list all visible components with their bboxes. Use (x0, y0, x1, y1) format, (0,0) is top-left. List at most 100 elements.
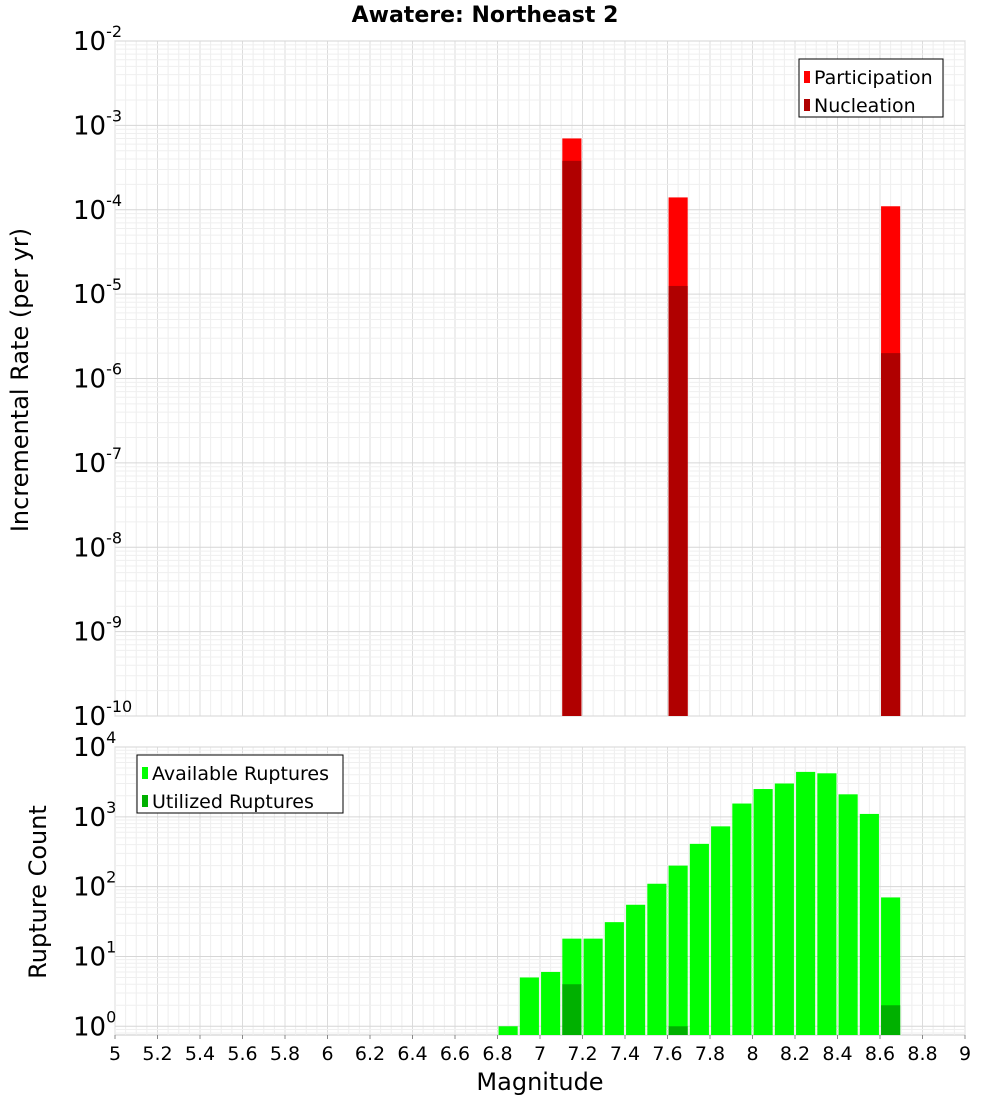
top-y-tick-base: 10 (73, 702, 106, 732)
x-tick-label: 8.2 (780, 1043, 810, 1065)
top-y-tick-base: 10 (73, 27, 106, 57)
x-tick-label: 7.2 (567, 1043, 597, 1065)
top-y-tick-base: 10 (73, 280, 106, 310)
top-y-tick-label: 10-6 (73, 360, 122, 395)
x-tick-label: 7 (534, 1043, 546, 1065)
top-legend-label: Participation (814, 67, 933, 89)
x-tick-label: 8.4 (822, 1043, 852, 1065)
top-y-tick-label: 10-7 (73, 444, 122, 479)
x-tick-label: 6.8 (482, 1043, 512, 1065)
bottom-y-tick-exponent: 4 (106, 728, 116, 747)
top-y-tick-base: 10 (73, 111, 106, 141)
top-bar-series2 (562, 160, 582, 717)
top-legend: Participation Nucleation (798, 58, 944, 118)
bottom-bar-series1 (626, 904, 646, 1035)
top-y-tick-label: 10-3 (73, 106, 122, 141)
bottom-bar-series2 (562, 984, 582, 1035)
top-legend-swatch (804, 71, 810, 83)
top-y-tick-label: 10-8 (73, 528, 122, 563)
top-y-tick-exponent: -2 (106, 22, 122, 41)
x-tick-label: 5.2 (142, 1043, 172, 1065)
top-y-tick-exponent: -8 (106, 528, 122, 547)
top-y-tick-exponent: -9 (106, 613, 122, 632)
bottom-y-tick-label: 104 (73, 728, 116, 763)
x-tick-label: 8.6 (865, 1043, 895, 1065)
top-legend-label: Nucleation (814, 95, 916, 117)
bottom-y-axis-label: Rupture Count (24, 805, 52, 979)
x-tick-label: 8.8 (907, 1043, 937, 1065)
top-y-tick-label: 10-2 (73, 22, 122, 57)
bottom-y-tick-label: 103 (73, 798, 116, 833)
bottom-y-tick-label: 100 (73, 1007, 116, 1042)
x-tick-label: 9 (959, 1043, 971, 1065)
top-y-tick-exponent: -4 (106, 191, 122, 210)
bottom-bar-series2 (881, 1005, 901, 1035)
x-axis-label: Magnitude (476, 1068, 603, 1096)
top-y-tick-label: 10-5 (73, 275, 122, 310)
bottom-bar-series1 (498, 1026, 518, 1035)
x-tick-label: 7.8 (695, 1043, 725, 1065)
bottom-bar-series1 (583, 938, 603, 1035)
x-tick-label: 8 (746, 1043, 758, 1065)
bottom-bar-series1 (668, 865, 688, 1035)
top-y-tick-base: 10 (73, 618, 106, 648)
bottom-bar-series1 (647, 883, 667, 1035)
bottom-bar-series1 (796, 771, 816, 1035)
bottom-y-tick-exponent: 2 (106, 868, 116, 887)
top-bars (562, 138, 901, 717)
bottom-bar-series1 (732, 803, 752, 1035)
top-y-tick-base: 10 (73, 365, 106, 395)
bottom-y-tick-base: 10 (73, 1012, 106, 1042)
bottom-legend-swatch (142, 767, 148, 779)
top-y-tick-exponent: -7 (106, 444, 122, 463)
x-tick-label: 7.4 (610, 1043, 640, 1065)
bottom-bar-series1 (817, 773, 837, 1035)
x-tick-label: 6.6 (440, 1043, 470, 1065)
bottom-y-tick-label: 101 (73, 937, 116, 972)
bottom-bar-series1 (541, 971, 561, 1035)
bottom-bar-series1 (604, 922, 624, 1035)
x-tick-label: 5.8 (270, 1043, 300, 1065)
x-tick-label: 6.2 (355, 1043, 385, 1065)
x-tick-label: 5.6 (227, 1043, 257, 1065)
x-tick-label: 6 (321, 1043, 333, 1065)
bottom-y-tick-exponent: 3 (106, 798, 116, 817)
bottom-bar-series1 (838, 794, 858, 1035)
top-y-tick-exponent: -6 (106, 360, 122, 379)
x-ticks: 5 5.2 5.4 5.6 5.8 6 6.2 6.4 6.6 6.8 7 7.2 7.4 7.6 7.8 8… (109, 1035, 971, 1065)
bottom-legend: Available Ruptures Utilized Ruptures (136, 754, 344, 814)
bottom-y-tick-exponent: 0 (106, 1007, 116, 1026)
bottom-bar-series1 (689, 843, 709, 1035)
bottom-y-tick-exponent: 1 (106, 937, 116, 956)
top-y-tick-exponent: -5 (106, 275, 122, 294)
x-tick-label: 5.4 (185, 1043, 215, 1065)
bottom-bar-series1 (859, 813, 879, 1035)
top-y-tick-base: 10 (73, 449, 106, 479)
bottom-y-tick-label: 102 (73, 868, 116, 903)
bottom-legend-label: Available Ruptures (152, 763, 329, 785)
bottom-bar-series2 (668, 1026, 688, 1035)
top-bar-series2 (881, 353, 901, 716)
top-legend-swatch (804, 99, 810, 111)
top-y-tick-exponent: -3 (106, 106, 122, 125)
top-legend-box (798, 58, 944, 118)
top-y-tick-base: 10 (73, 533, 106, 563)
top-bar-series2 (668, 285, 688, 716)
top-y-tick-exponent: -10 (106, 697, 132, 716)
bottom-legend-box (136, 754, 344, 814)
bottom-y-tick-base: 10 (73, 803, 106, 833)
top-y-axis-label: Incremental Rate (per yr) (6, 228, 34, 532)
top-y-tick-label: 10-9 (73, 613, 122, 648)
bottom-bar-series1 (881, 897, 901, 1035)
bottom-y-tick-base: 10 (73, 733, 106, 763)
bottom-y-tick-base: 10 (73, 942, 106, 972)
x-tick-label: 7.6 (652, 1043, 682, 1065)
top-y-tick-label: 10-4 (73, 191, 122, 226)
bottom-y-tick-base: 10 (73, 873, 106, 903)
bottom-grid (114, 746, 966, 1035)
